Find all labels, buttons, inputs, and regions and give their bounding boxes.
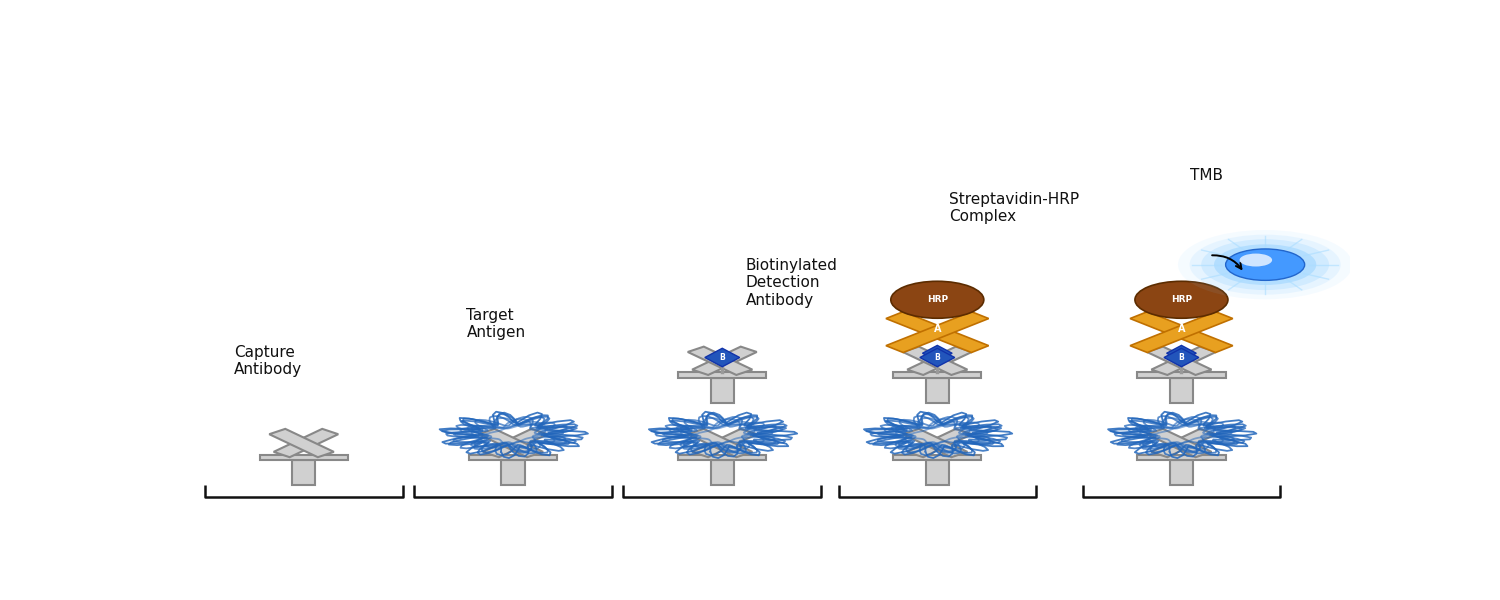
Polygon shape — [692, 347, 756, 375]
Polygon shape — [892, 455, 981, 460]
Polygon shape — [470, 455, 556, 460]
Circle shape — [1190, 235, 1341, 295]
Text: A: A — [1178, 324, 1185, 334]
Polygon shape — [1167, 346, 1197, 361]
Polygon shape — [273, 429, 338, 457]
Circle shape — [1136, 281, 1228, 318]
Polygon shape — [1152, 429, 1216, 457]
Polygon shape — [501, 460, 525, 485]
Circle shape — [1226, 249, 1305, 280]
Text: Capture
Antibody: Capture Antibody — [234, 344, 302, 377]
Circle shape — [1214, 244, 1317, 285]
Text: B: B — [1179, 353, 1185, 362]
Circle shape — [891, 281, 984, 318]
Polygon shape — [292, 460, 315, 485]
Polygon shape — [903, 347, 968, 375]
Polygon shape — [688, 429, 753, 457]
Polygon shape — [908, 429, 972, 457]
Polygon shape — [711, 378, 734, 403]
Polygon shape — [478, 429, 543, 457]
Polygon shape — [920, 348, 954, 367]
Text: B: B — [934, 351, 940, 356]
Polygon shape — [1148, 429, 1212, 457]
Text: B: B — [934, 353, 940, 362]
Text: HRP: HRP — [927, 295, 948, 304]
Polygon shape — [1170, 378, 1192, 403]
Polygon shape — [886, 311, 989, 353]
Text: Streptavidin-HRP
Complex: Streptavidin-HRP Complex — [950, 192, 1078, 224]
Polygon shape — [483, 429, 548, 457]
Circle shape — [1239, 254, 1272, 266]
Polygon shape — [270, 429, 334, 457]
Circle shape — [1178, 230, 1353, 299]
Polygon shape — [678, 372, 766, 378]
Polygon shape — [1152, 347, 1216, 375]
Polygon shape — [1137, 372, 1226, 378]
Polygon shape — [1148, 347, 1212, 375]
Polygon shape — [688, 347, 753, 375]
Polygon shape — [678, 455, 766, 460]
Polygon shape — [903, 429, 968, 457]
Polygon shape — [1137, 455, 1226, 460]
Polygon shape — [886, 311, 989, 353]
Polygon shape — [926, 378, 950, 403]
Text: A: A — [933, 324, 940, 334]
Polygon shape — [692, 429, 756, 457]
Text: Target
Antigen: Target Antigen — [466, 308, 525, 340]
Polygon shape — [260, 455, 348, 460]
Polygon shape — [908, 347, 972, 375]
Circle shape — [1202, 239, 1329, 290]
Polygon shape — [1164, 348, 1198, 367]
Text: TMB: TMB — [1190, 168, 1222, 183]
Polygon shape — [892, 372, 981, 378]
Polygon shape — [1130, 311, 1233, 353]
Polygon shape — [1170, 460, 1192, 485]
Text: HRP: HRP — [1172, 295, 1192, 304]
Polygon shape — [711, 460, 734, 485]
Text: B: B — [720, 353, 724, 362]
Text: Biotinylated
Detection
Antibody: Biotinylated Detection Antibody — [746, 258, 837, 308]
Polygon shape — [705, 348, 740, 367]
Polygon shape — [922, 346, 952, 361]
Polygon shape — [926, 460, 950, 485]
Polygon shape — [1130, 311, 1233, 353]
Text: B: B — [1179, 351, 1184, 356]
